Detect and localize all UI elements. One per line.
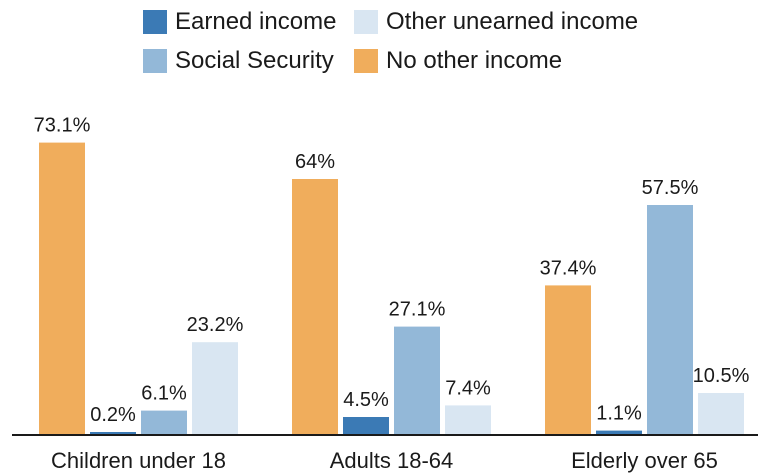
bar-elderly-over-65-other-unearned-income	[698, 393, 744, 435]
bars-group	[39, 142, 744, 435]
value-label-adults-18-64-social-security: 27.1%	[389, 299, 446, 321]
bar-adults-18-64-social-security	[394, 326, 440, 435]
legend-item-social-security: Social Security	[143, 46, 334, 76]
value-label-children-under-18-no-other-income: 73.1%	[34, 115, 91, 137]
category-label-elderly-over-65: Elderly over 65	[571, 448, 718, 473]
value-label-adults-18-64-other-unearned-income: 7.4%	[445, 377, 491, 399]
legend-swatch-social-security	[143, 49, 167, 73]
legend-label-other-unearned-income: Other unearned income	[386, 8, 639, 35]
bar-children-under-18-social-security	[141, 410, 187, 435]
bar-adults-18-64-other-unearned-income	[445, 405, 491, 435]
value-label-elderly-over-65-social-security: 57.5%	[642, 177, 699, 199]
bar-children-under-18-earned-income	[90, 432, 136, 435]
bar-children-under-18-no-other-income	[39, 142, 85, 435]
legend-label-earned-income: Earned income	[175, 8, 337, 35]
value-label-adults-18-64-earned-income: 4.5%	[343, 389, 389, 411]
legend-item-no-other-income: No other income	[354, 46, 562, 76]
bar-children-under-18-other-unearned-income	[192, 342, 238, 435]
bar-elderly-over-65-no-other-income	[545, 285, 591, 435]
value-labels-group: 73.1% 0.2%6.1% 23.2% 64% 4.5% 27.1% 7.4% 37.4% 1…	[34, 115, 750, 426]
legend-item-earned-income: Earned income	[143, 7, 336, 37]
value-label-children-under-18-other-unearned-income: 23.2%	[187, 314, 244, 336]
legend-swatch-earned-income	[143, 10, 167, 34]
bar-adults-18-64-no-other-income	[292, 179, 338, 435]
category-label-children-under-18: Children under 18	[51, 448, 226, 473]
value-label-elderly-over-65-no-other-income: 37.4%	[540, 257, 597, 279]
legend-label-no-other-income: No other income	[386, 47, 563, 74]
bar-elderly-over-65-social-security	[647, 205, 693, 435]
value-label-children-under-18-social-security: 6.1%	[141, 383, 187, 405]
category-label-adults-18-64: Adults 18-64	[330, 448, 454, 473]
legend: Earned income Other unearned income Soci…	[0, 0, 758, 80]
value-label-elderly-over-65-earned-income: 1.1%	[596, 403, 642, 425]
value-label-adults-18-64-no-other-income: 64%	[295, 151, 335, 173]
bar-elderly-over-65-earned-income	[596, 430, 642, 435]
legend-item-other-unearned-income: Other unearned income	[354, 7, 638, 37]
legend-swatch-no-other-income	[354, 49, 378, 73]
bar-adults-18-64-earned-income	[343, 417, 389, 435]
category-labels-group: Children under 18 Adults 18-64 Elderly ove…	[51, 448, 718, 473]
legend-label-social-security: Social Security	[175, 47, 334, 74]
value-label-elderly-over-65-other-unearned-income: 10.5%	[693, 365, 750, 387]
legend-swatch-other-unearned-income	[354, 10, 378, 34]
value-label-children-under-18-earned-income: 0.2%	[90, 404, 136, 426]
